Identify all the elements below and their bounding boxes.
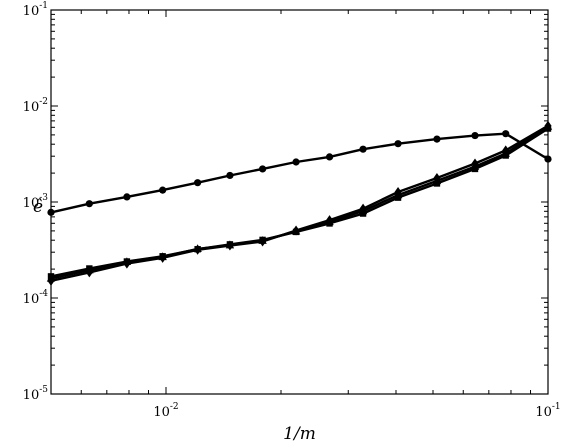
tick-labels-layer: 10-2 10-1 10-5 10-4 10-3 10-2 10-1	[23, 1, 561, 420]
data-point-circle	[159, 186, 167, 194]
data-point-circle	[502, 130, 510, 138]
series-line	[50, 127, 549, 278]
x-axis-label: 1/m	[283, 424, 316, 444]
data-point-diamond	[85, 267, 93, 278]
data-point-diamond	[433, 172, 441, 183]
y-axis-label: ê	[33, 197, 43, 217]
data-point-circle	[258, 165, 267, 173]
data-point-diamond	[471, 158, 479, 169]
series-line	[50, 125, 549, 280]
data-point-diamond	[326, 215, 334, 226]
y-tick-label: 10-4	[23, 289, 49, 307]
data-point-diamond	[194, 244, 202, 255]
data-point-diamond	[123, 258, 131, 269]
y-tick-label: 10-3	[23, 193, 49, 211]
data-point-circle	[123, 193, 131, 201]
plot-frame	[50, 9, 549, 395]
x-tick-label: 10-2	[153, 402, 178, 420]
y-tick-label: 10-5	[23, 385, 49, 403]
data-point-diamond	[226, 240, 234, 251]
data-point-circle	[194, 179, 202, 187]
series-layer	[46, 120, 553, 286]
y-tick-label: 10-1	[23, 1, 48, 19]
data-point-diamond	[259, 236, 267, 247]
data-point-diamond	[394, 187, 402, 198]
ticks-layer	[50, 9, 549, 395]
data-point-circle	[226, 171, 234, 180]
data-point-diamond	[359, 203, 367, 214]
x-tick-label: 10-1	[535, 402, 560, 420]
data-point-circle	[471, 131, 479, 140]
series-line	[50, 124, 549, 282]
data-point-diamond	[502, 145, 510, 156]
data-point-circle	[433, 135, 441, 143]
data-point-diamond	[159, 252, 167, 263]
data-point-circle	[359, 145, 367, 153]
data-point-circle	[325, 153, 334, 161]
series-line	[50, 132, 549, 214]
data-point-circle	[292, 158, 300, 166]
data-point-circle	[85, 200, 93, 208]
data-point-diamond	[292, 225, 300, 236]
data-point-circle	[394, 140, 402, 148]
y-tick-label: 10-2	[23, 97, 48, 115]
